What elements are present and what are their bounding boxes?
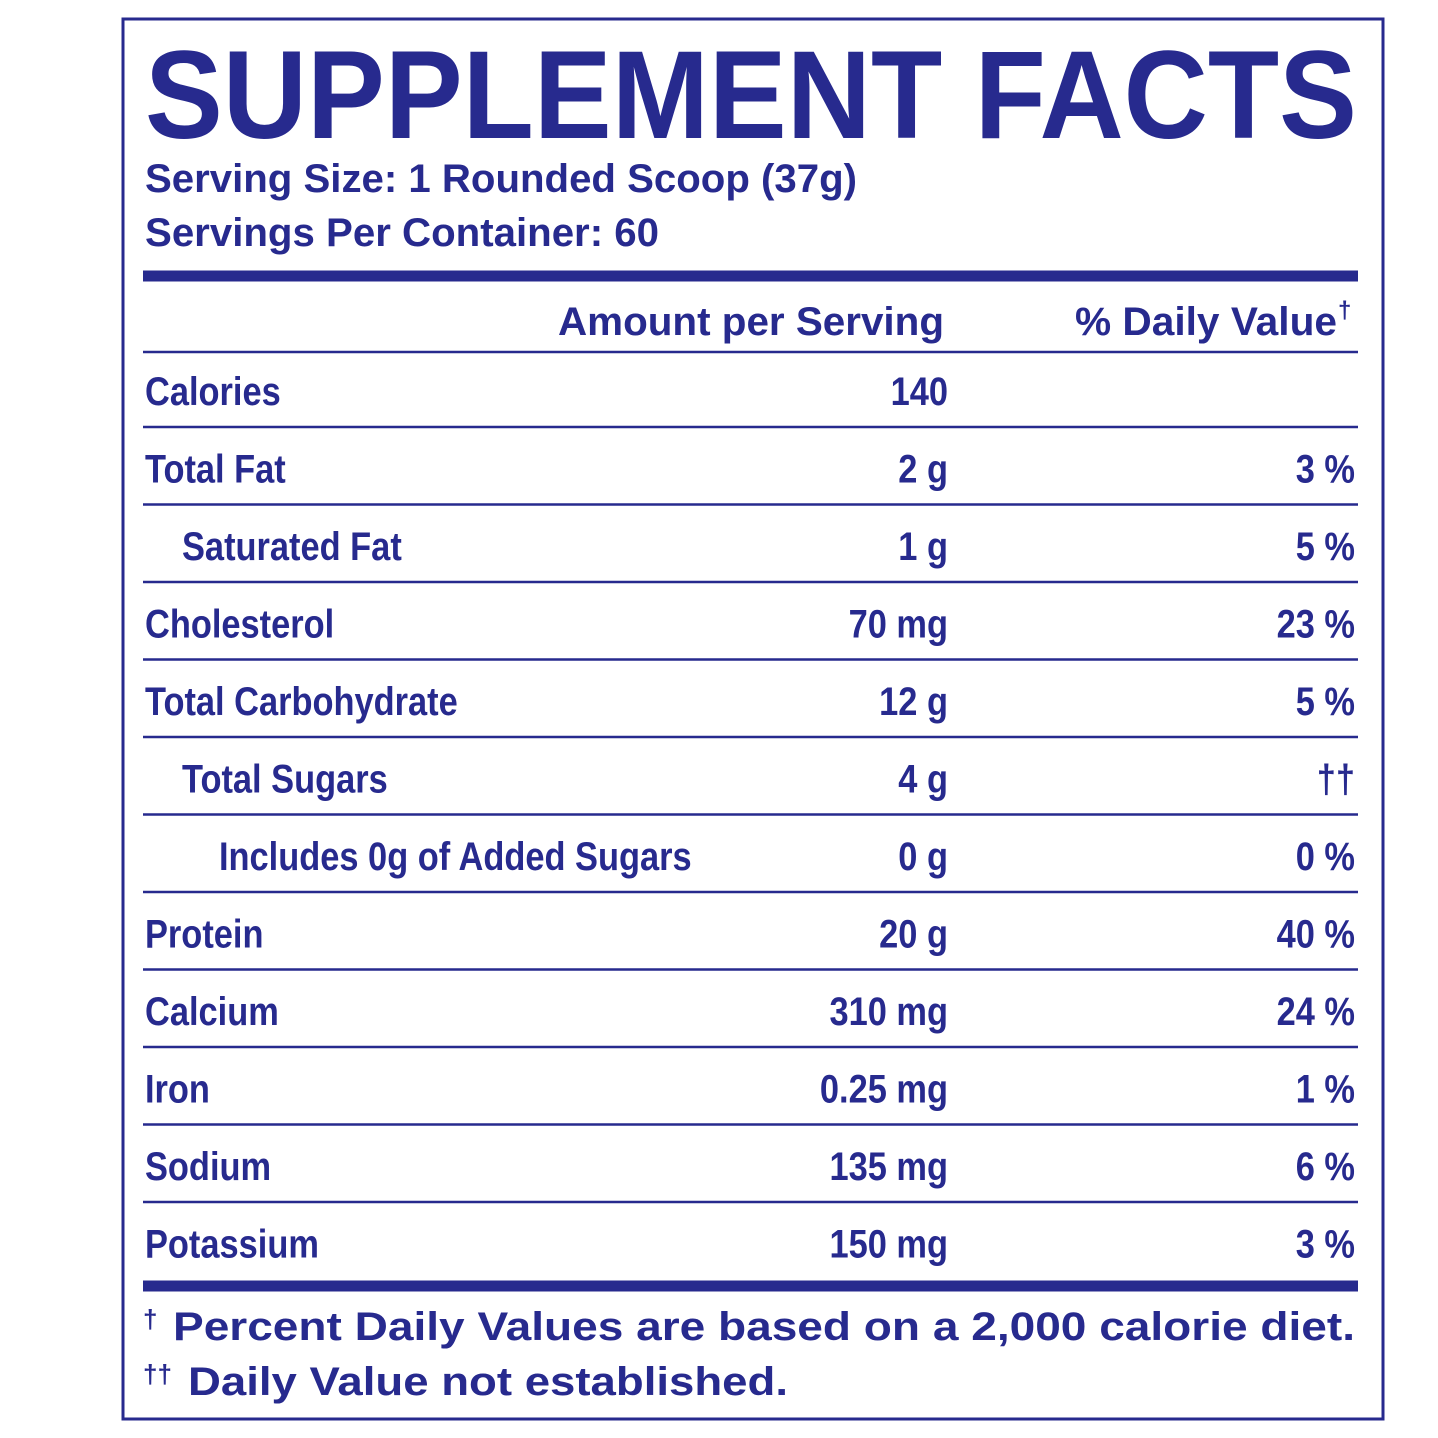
daily-value-mark: † — [1338, 297, 1351, 324]
nutrient-name: Total Carbohydrate — [145, 679, 458, 724]
nutrient-name: Includes 0g of Added Sugars — [219, 834, 692, 879]
footnote-mark: † — [143, 1304, 157, 1334]
nutrient-name: Total Fat — [145, 446, 286, 491]
nutrient-amount: 2 g — [898, 446, 948, 491]
nutrient-name: Saturated Fat — [182, 524, 402, 569]
nutrient-name: Cholesterol — [145, 601, 334, 646]
nutrient-amount: 1 g — [898, 524, 948, 569]
nutrient-daily-value: 5 % — [1296, 524, 1355, 569]
nutrient-name: Calories — [145, 369, 281, 414]
nutrient-amount: 4 g — [898, 756, 948, 801]
label-border — [121, 17, 1385, 1421]
label-title: SUPPLEMENT FACTS — [145, 26, 1357, 165]
daily-value-header: % Daily Value — [1075, 300, 1337, 344]
nutrient-daily-value: †† — [1317, 756, 1355, 801]
nutrient-amount: 135 mg — [829, 1144, 948, 1189]
nutrient-amount: 70 mg — [849, 601, 948, 646]
nutrient-amount: 140 — [891, 369, 948, 414]
nutrient-amount: 150 mg — [829, 1221, 948, 1266]
nutrient-amount: 0.25 mg — [820, 1066, 948, 1111]
nutrient-name: Protein — [145, 911, 263, 956]
nutrient-daily-value: 0 % — [1296, 834, 1355, 879]
serving-size: Serving Size: 1 Rounded Scoop (37g) — [145, 157, 857, 201]
amount-header: Amount per Serving — [558, 300, 944, 344]
footnote-text: Daily Value not established. — [188, 1360, 788, 1404]
nutrient-name: Calcium — [145, 989, 279, 1034]
nutrient-amount: 20 g — [879, 911, 948, 956]
nutrient-name: Potassium — [145, 1221, 319, 1266]
nutrient-daily-value: 5 % — [1296, 679, 1355, 724]
nutrient-amount: 12 g — [879, 679, 948, 724]
nutrient-daily-value: 3 % — [1296, 446, 1355, 491]
nutrient-name: Total Sugars — [182, 756, 388, 801]
nutrient-daily-value: 1 % — [1296, 1066, 1355, 1111]
nutrient-daily-value: 3 % — [1296, 1221, 1355, 1266]
footnotes: † Percent Daily Values are based on a 2,0… — [143, 1304, 1355, 1404]
nutrient-daily-value: 23 % — [1277, 601, 1355, 646]
nutrient-rows: Calories 140 Total Fat 2 g 3 % Saturated Fat 1… — [143, 369, 1358, 1266]
nutrient-name: Sodium — [145, 1144, 271, 1189]
footnote-text: Percent Daily Values are based on a 2,00… — [173, 1305, 1355, 1349]
nutrient-daily-value: 6 % — [1296, 1144, 1355, 1189]
nutrient-daily-value: 40 % — [1277, 911, 1355, 956]
nutrient-amount: 0 g — [898, 834, 948, 879]
footnote-mark: †† — [143, 1359, 172, 1389]
nutrient-daily-value: 24 % — [1277, 989, 1355, 1034]
servings-per-container: Servings Per Container: 60 — [145, 211, 659, 255]
nutrient-name: Iron — [145, 1066, 210, 1111]
nutrient-amount: 310 mg — [829, 989, 948, 1034]
